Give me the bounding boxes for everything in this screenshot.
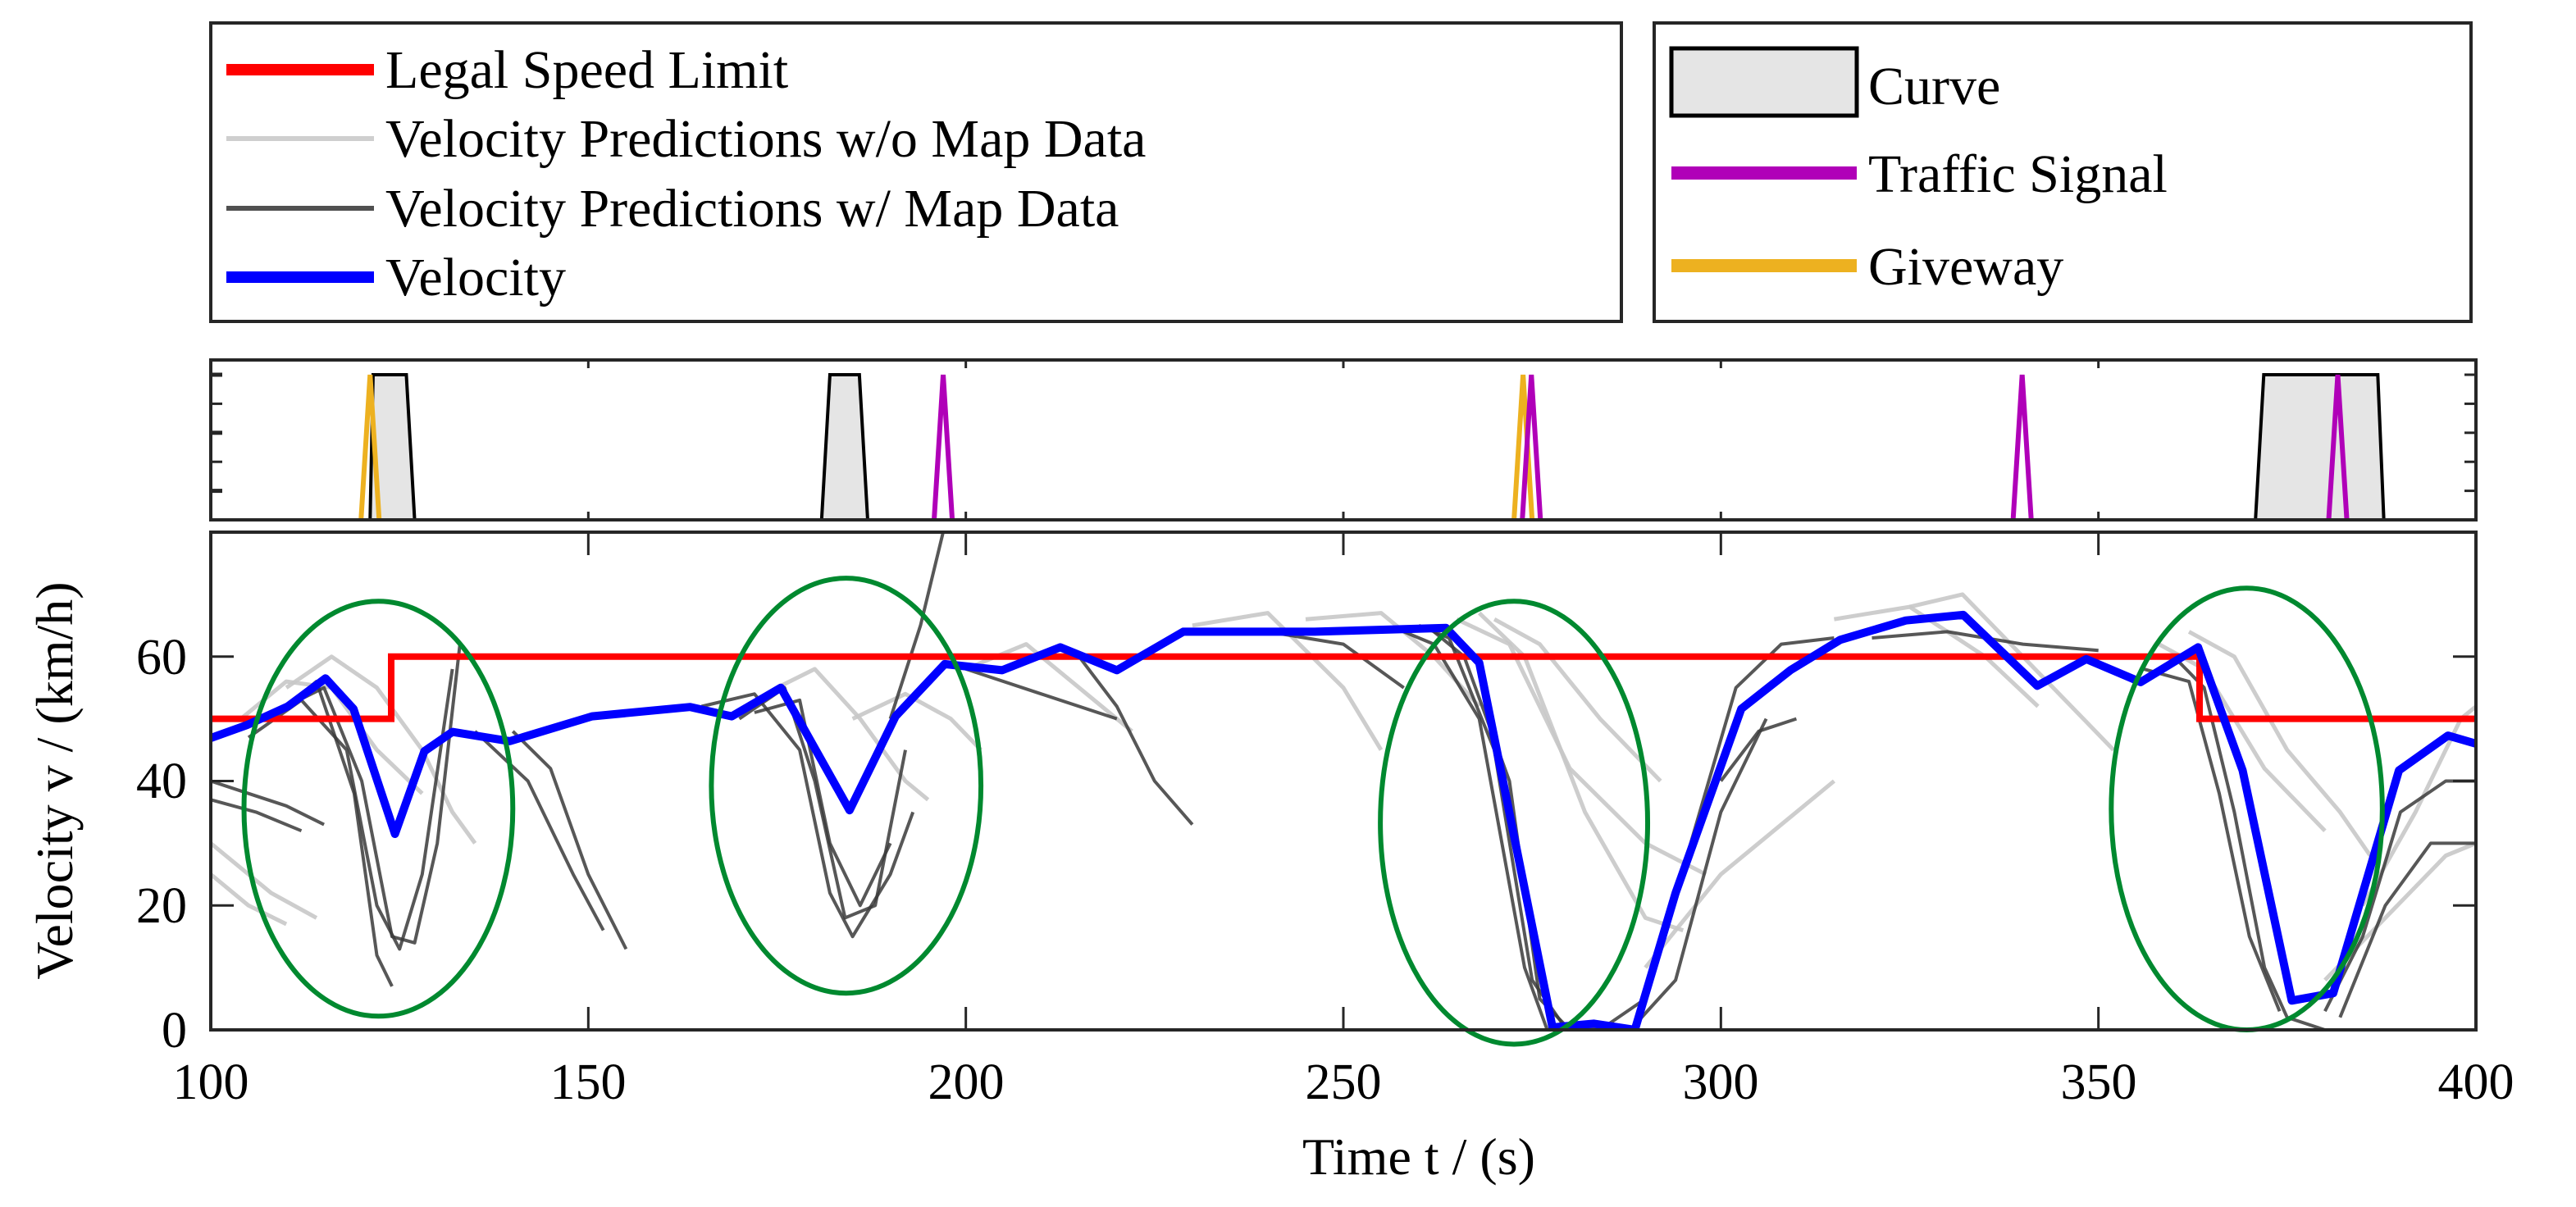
prediction-with-map-line: [888, 532, 945, 720]
legend-label-curve: Curve: [1868, 57, 2000, 116]
y-tick-label: 0: [162, 1003, 187, 1059]
x-tick-label: 100: [173, 1054, 249, 1110]
traffic-signal-marker: [932, 374, 955, 521]
y-tick-label: 20: [136, 878, 187, 934]
prediction-without-map-line: [1192, 611, 1384, 751]
traffic-signal-marker: [1520, 374, 1543, 521]
y-axis-label: Velocity v / (km/h): [25, 581, 84, 979]
prediction-without-map-line: [285, 654, 477, 845]
prediction-with-map-line: [2338, 841, 2476, 1018]
prediction-with-map-line: [1402, 630, 1585, 1030]
y-tick-labels: 0 20 40 60: [136, 630, 187, 1059]
events-axes-frame: [209, 358, 2478, 522]
x-tick-label: 200: [928, 1054, 1005, 1110]
y-tick-label: 60: [136, 630, 187, 685]
events-panel: [209, 358, 2478, 522]
curve-region: [2254, 373, 2386, 522]
legend-events: Curve Traffic Signal Giveway: [1653, 21, 2473, 323]
x-tick-label: 350: [2061, 1054, 2137, 1110]
x-tick-label: 400: [2438, 1054, 2514, 1110]
prediction-without-map-line: [776, 667, 930, 802]
prediction-with-map-line: [211, 779, 325, 827]
x-tick-labels: 100 150 200 250 300 350 400: [173, 1054, 2514, 1110]
prediction-without-map-line: [211, 872, 288, 927]
prediction-with-map-line: [2143, 667, 2282, 1012]
legend-label-speed-limit: Legal Speed Limit: [385, 40, 788, 100]
velocity-line: [211, 610, 2476, 1030]
prediction-with-map-line: [1078, 655, 1194, 826]
velocity-panel: [209, 531, 2478, 1047]
prediction-without-map-line: [2187, 630, 2373, 857]
prediction-without-map-line: [211, 841, 318, 920]
highlight-ellipse: [709, 576, 984, 996]
plot-area: [211, 532, 2476, 1030]
legend-swatch-curve: [1669, 46, 1859, 118]
giveway-marker: [358, 374, 382, 521]
highlight-ellipse: [241, 599, 516, 1019]
prediction-without-map-line: [1456, 617, 1707, 877]
x-tick-label: 150: [550, 1054, 627, 1110]
legend-label-pred-map: Velocity Predictions w/ Map Data: [385, 179, 1119, 239]
events-axes-background: [211, 360, 2476, 520]
prediction-without-map-line: [851, 691, 983, 752]
prediction-with-map-line: [270, 680, 394, 987]
prediction-with-map-line: [511, 730, 628, 950]
x-tick-label: 250: [1306, 1054, 1382, 1110]
prediction-with-map-line: [1719, 717, 1798, 782]
prediction-with-map-line: [754, 698, 892, 908]
traffic-signal-marker: [2010, 374, 2034, 521]
prediction-without-map-line: [1644, 779, 1835, 969]
legend-label-giveway: Giveway: [1868, 237, 2063, 297]
main-axes-frame: [209, 531, 2478, 1032]
prediction-with-map-line: [473, 730, 605, 931]
giveway-marker: [1511, 374, 1535, 521]
x-axis-label: Time t / (s): [1302, 1127, 1535, 1186]
traffic-signal-marker: [2326, 374, 2350, 521]
legend-main: Legal Speed Limit Velocity Predictions w…: [209, 21, 1623, 323]
prediction-with-map-line: [965, 667, 1118, 721]
x-tick-label: 300: [1683, 1054, 1759, 1110]
prediction-with-map-line: [2323, 779, 2476, 1013]
legend-label-traffic-signal: Traffic Signal: [1868, 144, 2168, 204]
prediction-without-map-line: [239, 679, 424, 795]
prediction-with-map-line: [700, 692, 915, 939]
legend-label-pred-nomap: Velocity Predictions w/o Map Data: [385, 109, 1146, 169]
speed-limit-line: [211, 653, 2476, 722]
curve-region: [819, 373, 870, 522]
legend-label-velocity: Velocity: [385, 248, 566, 307]
prediction-without-map-line: [1493, 617, 1662, 783]
prediction-with-map-line: [1629, 717, 1768, 1030]
prediction-with-map-line: [1598, 636, 1835, 1030]
highlight-ellipse: [1378, 599, 1651, 1047]
prediction-without-map-line: [2360, 704, 2476, 907]
prediction-with-map-line: [1267, 630, 1405, 690]
prediction-with-map-line: [211, 798, 303, 833]
y-tick-label: 40: [136, 754, 187, 809]
